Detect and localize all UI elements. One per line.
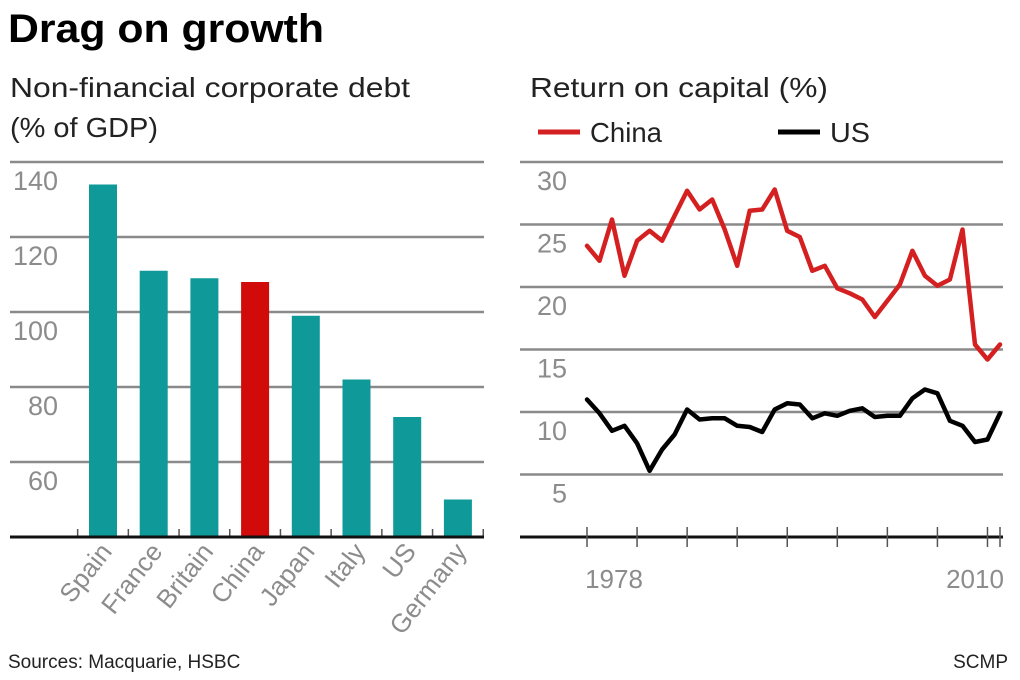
bar-chart-debt: Non-financial corporate debt (% of GDP) … <box>10 72 484 640</box>
y-tick-label: 15 <box>537 354 567 384</box>
y-tick-label: 60 <box>28 466 58 496</box>
legend-label-china: China <box>590 117 662 148</box>
series-line-china <box>584 187 1003 362</box>
figure-title: Drag on growth <box>8 7 324 51</box>
line-chart-title: Return on capital (%) <box>530 72 828 103</box>
credit: SCMP <box>953 652 1008 673</box>
bar-china <box>241 282 270 537</box>
legend-label-us: US <box>830 117 870 148</box>
y-tick-label: 10 <box>537 416 567 446</box>
line-chart-return: Return on capital (%) China US 5 10 15 20 25… <box>520 72 1004 594</box>
x-tick-label: Italy <box>318 537 371 593</box>
x-tick-label: 2010 <box>946 564 1004 594</box>
x-tick-label: Britain <box>150 537 219 614</box>
y-tick-label: 100 <box>13 316 58 346</box>
bar-spain <box>89 184 117 537</box>
y-tick-label: 5 <box>552 479 567 509</box>
bar-chart-unit: (% of GDP) <box>10 112 158 143</box>
y-tick-label: 30 <box>537 166 567 196</box>
sources-note: Sources: Macquarie, HSBC <box>8 652 240 673</box>
series-line-us <box>584 387 1003 474</box>
bar-france <box>139 270 168 537</box>
bar-italy <box>342 379 371 537</box>
bar-us <box>393 417 422 537</box>
x-tick-label: US <box>376 537 422 584</box>
y-tick-label: 20 <box>537 291 567 321</box>
bar-chart-title: Non-financial corporate debt <box>10 72 410 103</box>
y-tick-label: 140 <box>13 166 58 196</box>
y-tick-label: 25 <box>537 229 567 259</box>
x-tick-label: 1978 <box>585 564 643 594</box>
y-tick-label: 80 <box>28 391 58 421</box>
bar-germany <box>443 499 472 537</box>
bar-japan <box>291 315 320 537</box>
legend: China US <box>538 117 870 148</box>
y-tick-label: 120 <box>13 241 58 271</box>
bar-britain <box>190 278 219 537</box>
x-tick-label: Japan <box>253 537 320 611</box>
